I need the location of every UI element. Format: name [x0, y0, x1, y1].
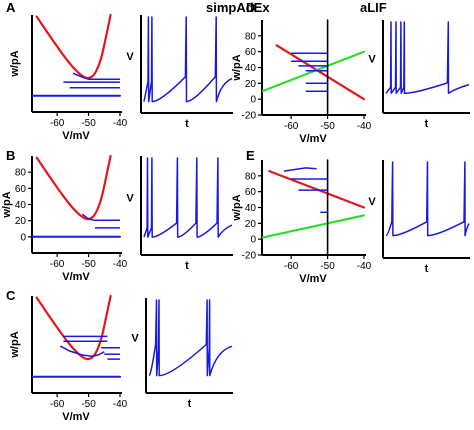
- v-nullcline: [35, 294, 112, 361]
- series-group: [262, 19, 366, 115]
- voltage-trace: [143, 157, 233, 238]
- y-tick-label: 40: [245, 63, 257, 74]
- w-nullcline: [262, 50, 365, 93]
- y-tick-label: 0: [20, 232, 26, 243]
- y-tick-label: 60: [15, 184, 27, 195]
- x-tick-label: -50: [81, 118, 96, 129]
- voltage-trace: [385, 161, 470, 237]
- x-tick-label: -40: [357, 121, 372, 132]
- y-axis-label: V: [126, 193, 134, 205]
- y-tick-label: 60: [245, 47, 257, 58]
- x-tick-label: -60: [50, 118, 65, 129]
- y-axis-label: w/pA: [231, 194, 243, 221]
- y-tick-label: 60: [245, 187, 257, 198]
- panel-letter-E: E: [246, 148, 255, 163]
- x-tick-label: -60: [284, 121, 299, 132]
- series-group: [262, 159, 366, 255]
- x-tick-label: -60: [284, 261, 299, 272]
- panel-E-trace: Vt: [368, 160, 470, 275]
- y-tick-label: 0: [250, 235, 256, 246]
- panel-B-trace: Vt: [126, 156, 233, 272]
- panel-E-phase: E -60 -50 -40 -20 0 20 40 60 80 V/mV w/pA: [231, 148, 372, 285]
- series-group: [32, 154, 121, 238]
- y-tick-label: 20: [245, 79, 257, 90]
- y-axis-label: w/pA: [9, 331, 21, 358]
- trajectory-segment: [59, 345, 105, 357]
- x-tick-label: -50: [81, 259, 96, 270]
- y-tick-label: -20: [242, 251, 257, 262]
- y-axis-label: w/pA: [1, 191, 13, 218]
- y-tick-label: 80: [245, 31, 257, 42]
- v-nullcline: [268, 170, 366, 209]
- x-axis-label: t: [185, 260, 189, 272]
- y-axis-label: V: [368, 196, 376, 208]
- x-axis-label: V/mV: [62, 271, 90, 283]
- series-group: [32, 294, 121, 378]
- x-axis-label: V/mV: [62, 130, 90, 142]
- y-tick-label: 80: [245, 171, 257, 182]
- voltage-trace: [385, 21, 470, 95]
- y-tick-label: 0: [250, 95, 256, 106]
- x-axis-label: V/mV: [299, 133, 327, 145]
- x-tick-label: -40: [113, 118, 128, 129]
- x-tick-label: -60: [50, 259, 65, 270]
- panel-C-trace: Vt: [131, 298, 233, 410]
- panel-letter-A: A: [6, 0, 16, 15]
- trajectory-segment: [283, 167, 317, 172]
- panel-B-phase: B -60 -50 -40 0 20 40 60 80 V/mV w/pA: [1, 148, 128, 283]
- panel-letter-C: C: [6, 288, 16, 303]
- w-nullcline: [262, 214, 365, 239]
- panels: A-60 -50 -40V/mVw/pA VtB-60 -50 -40020406080V…: [1, 0, 470, 423]
- panel-A-phase: A -60 -50 -40 V/mV w/pA: [6, 0, 128, 142]
- y-tick-label: 20: [245, 219, 257, 230]
- x-tick-label: -40: [113, 259, 128, 270]
- y-axis-label: w/pA: [9, 50, 21, 77]
- x-axis-label: V/mV: [62, 411, 90, 423]
- v-nullcline: [275, 44, 366, 101]
- x-tick-label: -50: [320, 121, 335, 132]
- panel-C-phase: C -60 -50 -40 V/mV w/pA: [6, 288, 128, 423]
- x-tick-label: -50: [320, 261, 335, 272]
- v-nullcline: [35, 154, 112, 221]
- title-simpadex: simpAdEx: [206, 0, 270, 15]
- y-axis-label: V: [126, 51, 134, 63]
- y-axis-label: V: [368, 54, 376, 66]
- x-axis-label: t: [188, 398, 192, 410]
- y-tick-label: -20: [242, 111, 257, 122]
- x-tick-label: -60: [50, 399, 65, 410]
- y-axis-label: w/pA: [231, 54, 243, 81]
- y-tick-label: 80: [15, 168, 27, 179]
- panel-D-phase: D -60 -50 -40 -20 0 20 40 60 80 V/mV w/pA: [231, 0, 372, 145]
- trajectory-segment: [81, 213, 120, 222]
- y-tick-label: 20: [15, 216, 27, 227]
- x-axis-label: t: [425, 263, 429, 275]
- trajectory-segment: [72, 72, 120, 81]
- panel-D-trace: Vt: [368, 20, 470, 130]
- title-alif: aLIF: [360, 0, 387, 15]
- x-tick-label: -40: [357, 261, 372, 272]
- voltage-trace: [143, 16, 233, 103]
- x-axis-label: V/mV: [299, 273, 327, 285]
- x-axis-label: t: [425, 118, 429, 130]
- panel-A-trace: Vt: [126, 15, 233, 130]
- panel-letter-B: B: [6, 148, 15, 163]
- y-tick-label: 40: [15, 200, 27, 211]
- voltage-trace: [148, 299, 233, 377]
- series-group: [32, 13, 121, 97]
- x-tick-label: -50: [81, 399, 96, 410]
- v-nullcline: [35, 13, 112, 80]
- y-tick-label: 40: [245, 203, 257, 214]
- x-tick-label: -40: [113, 399, 128, 410]
- y-axis-label: V: [131, 333, 139, 345]
- x-axis-label: t: [185, 118, 189, 130]
- panel-letter-D: D: [246, 0, 255, 15]
